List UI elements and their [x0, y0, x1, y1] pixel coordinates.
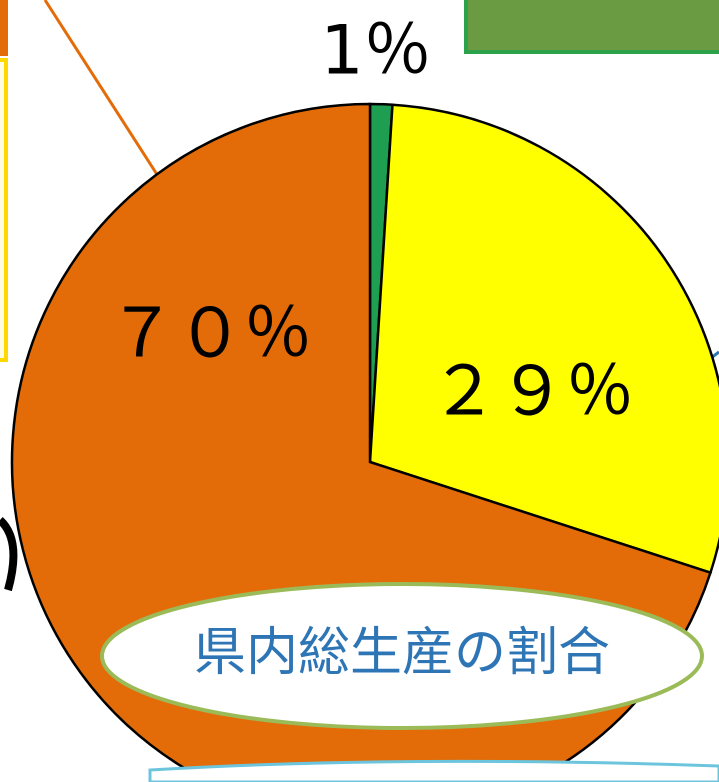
data-label: 1％: [320, 12, 431, 91]
decor-box: [0, 0, 8, 56]
pie-slice: [368, 103, 719, 575]
data-label: ２９％: [430, 353, 634, 432]
decor-box: [0, 58, 8, 362]
annotation: 県内総生産の割合: [194, 623, 610, 683]
annotation-bubble: [100, 582, 704, 730]
leader-line: [43, 0, 160, 177]
data-label: ７０％: [108, 295, 312, 374]
decor-box: [148, 759, 719, 782]
decor-image: [464, 0, 719, 54]
decor-mark: [0, 517, 18, 592]
